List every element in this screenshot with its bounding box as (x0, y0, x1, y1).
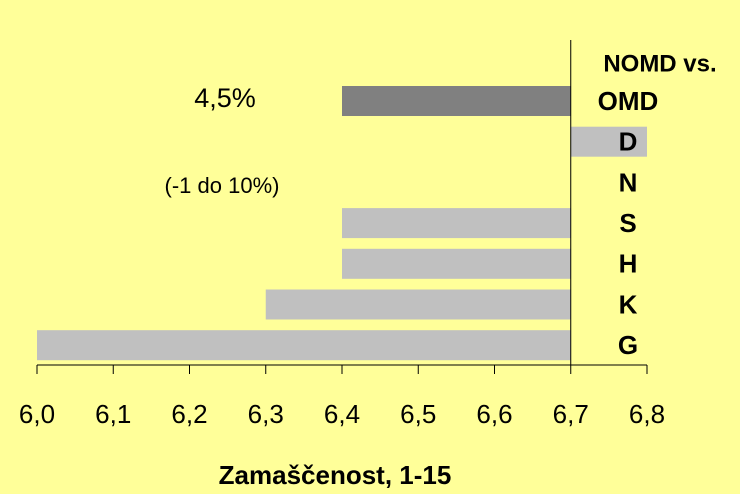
category-label: H (619, 249, 638, 279)
x-tick-label: 6,3 (248, 399, 284, 429)
x-tick-label: 6,2 (171, 399, 207, 429)
category-label: OMD (598, 86, 659, 116)
x-tick-label: 6,6 (476, 399, 512, 429)
header: NOMD vs. (603, 50, 716, 77)
x-tick-label: 6,1 (95, 399, 131, 429)
x-axis-label: Zamaščenost, 1-15 (219, 460, 452, 490)
x-tick-label: 6,5 (400, 399, 436, 429)
bar (570, 126, 647, 157)
annotation: (-1 do 10%) (165, 173, 280, 198)
x-tick-label: 6,8 (629, 399, 665, 429)
category-label: G (618, 330, 638, 360)
bar (342, 248, 571, 279)
annotation: 4,5% (194, 83, 256, 113)
category-label: K (619, 289, 638, 319)
bar (37, 330, 571, 361)
category-label: D (619, 127, 638, 157)
category-label: N (619, 167, 638, 197)
x-tick-label: 6,7 (553, 399, 589, 429)
x-tick-label: 6,0 (19, 399, 55, 429)
bar (342, 86, 571, 116)
bar (342, 208, 571, 239)
bar (265, 289, 571, 320)
category-label: S (619, 208, 636, 238)
x-tick-label: 6,4 (324, 399, 360, 429)
